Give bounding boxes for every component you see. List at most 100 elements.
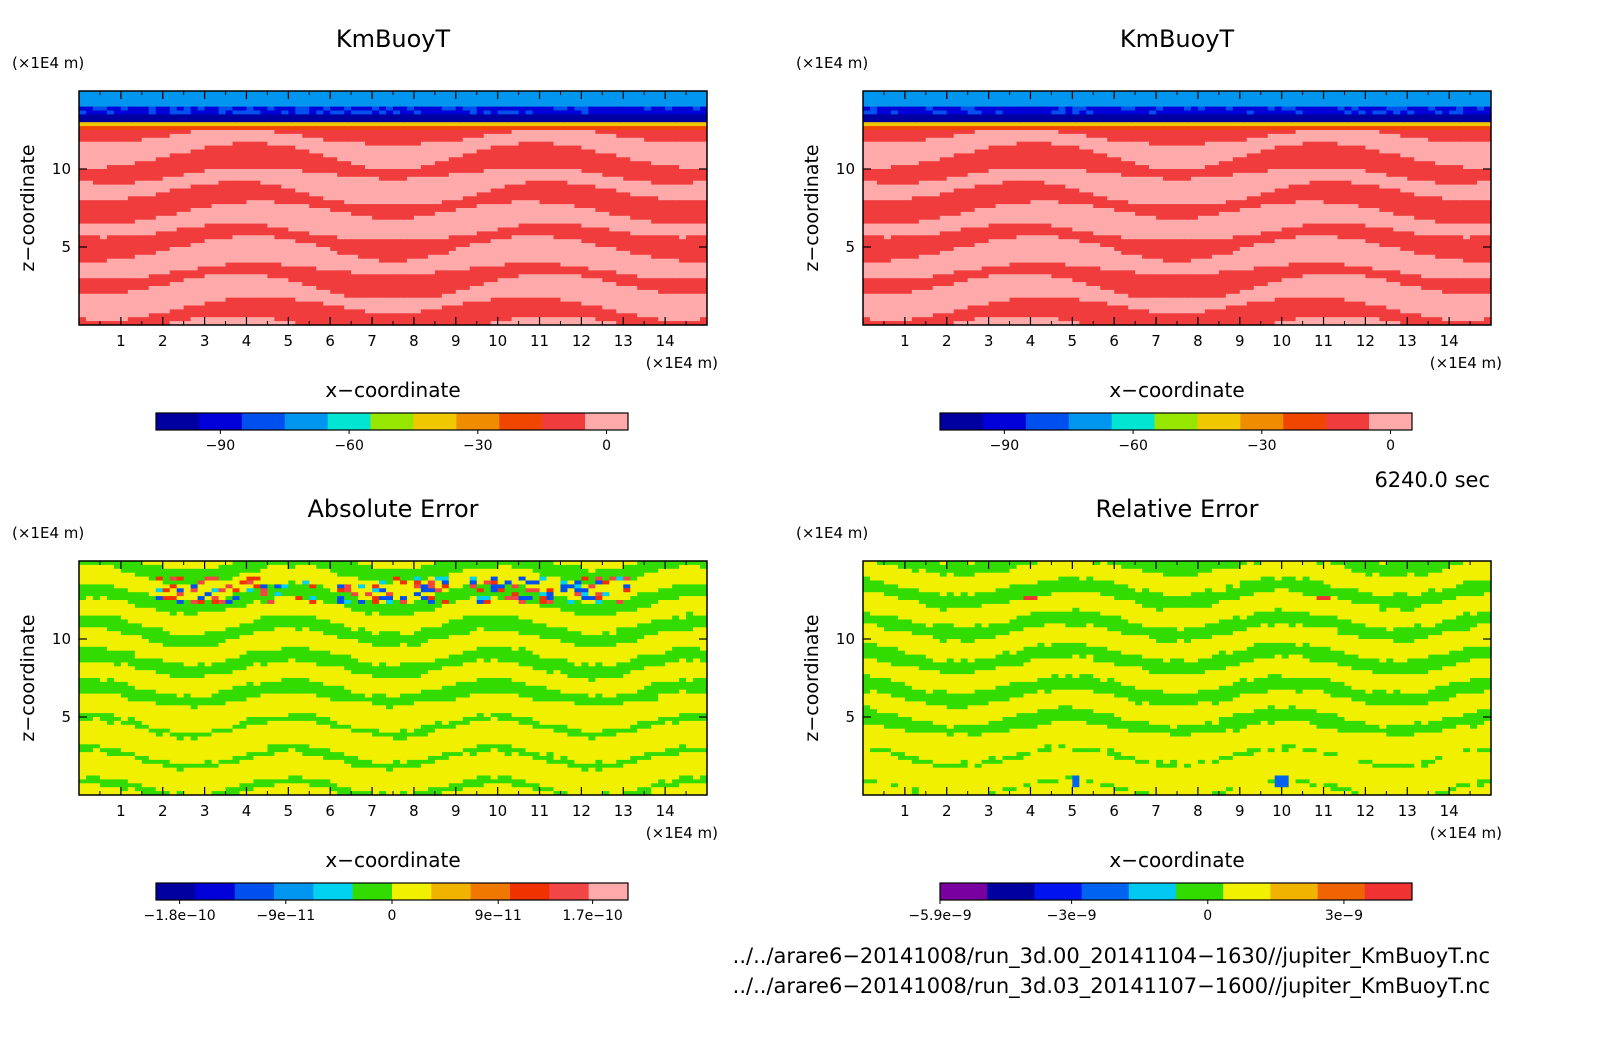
contour-cell [427, 211, 436, 217]
contour-cell [267, 157, 275, 162]
contour-cell [337, 157, 345, 162]
contour-cell [665, 211, 673, 217]
contour-cell [176, 153, 185, 158]
contour-cell [155, 145, 164, 151]
contour-cell [581, 266, 589, 271]
contour-cell [532, 161, 541, 166]
contour-cell [560, 297, 569, 303]
contour-cell [686, 215, 694, 221]
contour-cell [539, 153, 548, 158]
contour-cell [525, 102, 534, 108]
contour-cell [141, 297, 150, 303]
contour-cell [379, 91, 387, 96]
contour-cell [225, 243, 234, 248]
contour-cell [183, 231, 192, 236]
contour-cell [441, 98, 450, 104]
contour-cell [267, 282, 275, 287]
contour-cell [85, 286, 94, 291]
contour-cell [141, 270, 150, 275]
contour-cell [358, 305, 366, 310]
contour-cell [609, 176, 617, 182]
contour-cell [616, 278, 624, 283]
contour-cell [581, 145, 589, 151]
contour-cell [462, 278, 471, 283]
contour-cell [218, 219, 227, 225]
contour-cell [260, 254, 268, 260]
contour-cell [246, 157, 255, 162]
contour-cell [469, 161, 478, 166]
contour-cell [434, 145, 443, 151]
contour-cell [462, 223, 471, 229]
contour-cell [99, 262, 108, 268]
contour-cell [518, 223, 527, 229]
contour-cell [567, 188, 576, 193]
contour-cell [344, 153, 352, 158]
contour-cell [225, 94, 234, 100]
contour-cell [372, 247, 380, 252]
contour-cell [504, 293, 513, 299]
contour-cell [386, 282, 394, 287]
contour-cell [497, 231, 506, 236]
contour-cell [267, 204, 275, 209]
contour-cell [393, 235, 401, 240]
contour-cell [609, 278, 617, 283]
contour-cell [316, 114, 324, 119]
contour-cell [651, 258, 659, 264]
contour-cell [106, 106, 115, 112]
contour-cell [295, 91, 303, 96]
contour-cell [623, 223, 631, 229]
contour-cell [609, 172, 617, 178]
contour-cell [623, 106, 631, 112]
contour-cell [539, 258, 548, 264]
contour-cell [413, 157, 422, 162]
contour-cell [623, 262, 631, 268]
contour-cell [483, 98, 492, 104]
contour-cell [295, 118, 303, 123]
contour-cell [637, 215, 645, 221]
contour-cell [267, 250, 275, 256]
contour-cell [204, 130, 213, 135]
contour-cell [155, 153, 164, 158]
contour-cell [448, 169, 457, 174]
contour-cell [92, 200, 101, 205]
contour-cell [441, 184, 450, 190]
contour-cell [288, 137, 296, 143]
contour-cell [581, 258, 589, 264]
contour-cell [99, 192, 108, 197]
contour-cell [106, 266, 115, 271]
contour-cell [441, 258, 450, 264]
contour-cell [225, 133, 234, 139]
contour-cell [595, 188, 603, 193]
contour-cell [288, 301, 296, 307]
contour-cell [351, 106, 359, 112]
contour-cell [365, 266, 373, 271]
contour-cell [372, 130, 380, 135]
contour-cell [413, 223, 422, 229]
contour-cell [609, 235, 617, 240]
contour-cell [651, 243, 659, 248]
contour-cell [106, 305, 115, 310]
contour-cell [679, 282, 687, 287]
contour-cell [686, 278, 694, 283]
contour-cell [602, 278, 610, 283]
contour-cell [658, 223, 666, 229]
contour-cell [190, 94, 199, 100]
contour-cell [232, 122, 241, 127]
contour-cell [504, 180, 513, 186]
contour-cell [581, 126, 589, 131]
contour-cell [693, 184, 701, 190]
contour-cell [386, 243, 394, 248]
contour-cell [120, 149, 129, 154]
contour-cell [525, 223, 534, 229]
contour-cell [567, 262, 576, 268]
contour-cell [504, 254, 513, 260]
contour-cell [99, 126, 108, 131]
contour-cell [295, 243, 303, 248]
contour-cell [658, 106, 666, 112]
contour-cell [434, 254, 443, 260]
contour-cell [113, 231, 122, 236]
contour-cell [316, 211, 324, 217]
contour-cell [574, 282, 582, 287]
contour-cell [581, 247, 589, 252]
contour-cell [309, 169, 317, 174]
